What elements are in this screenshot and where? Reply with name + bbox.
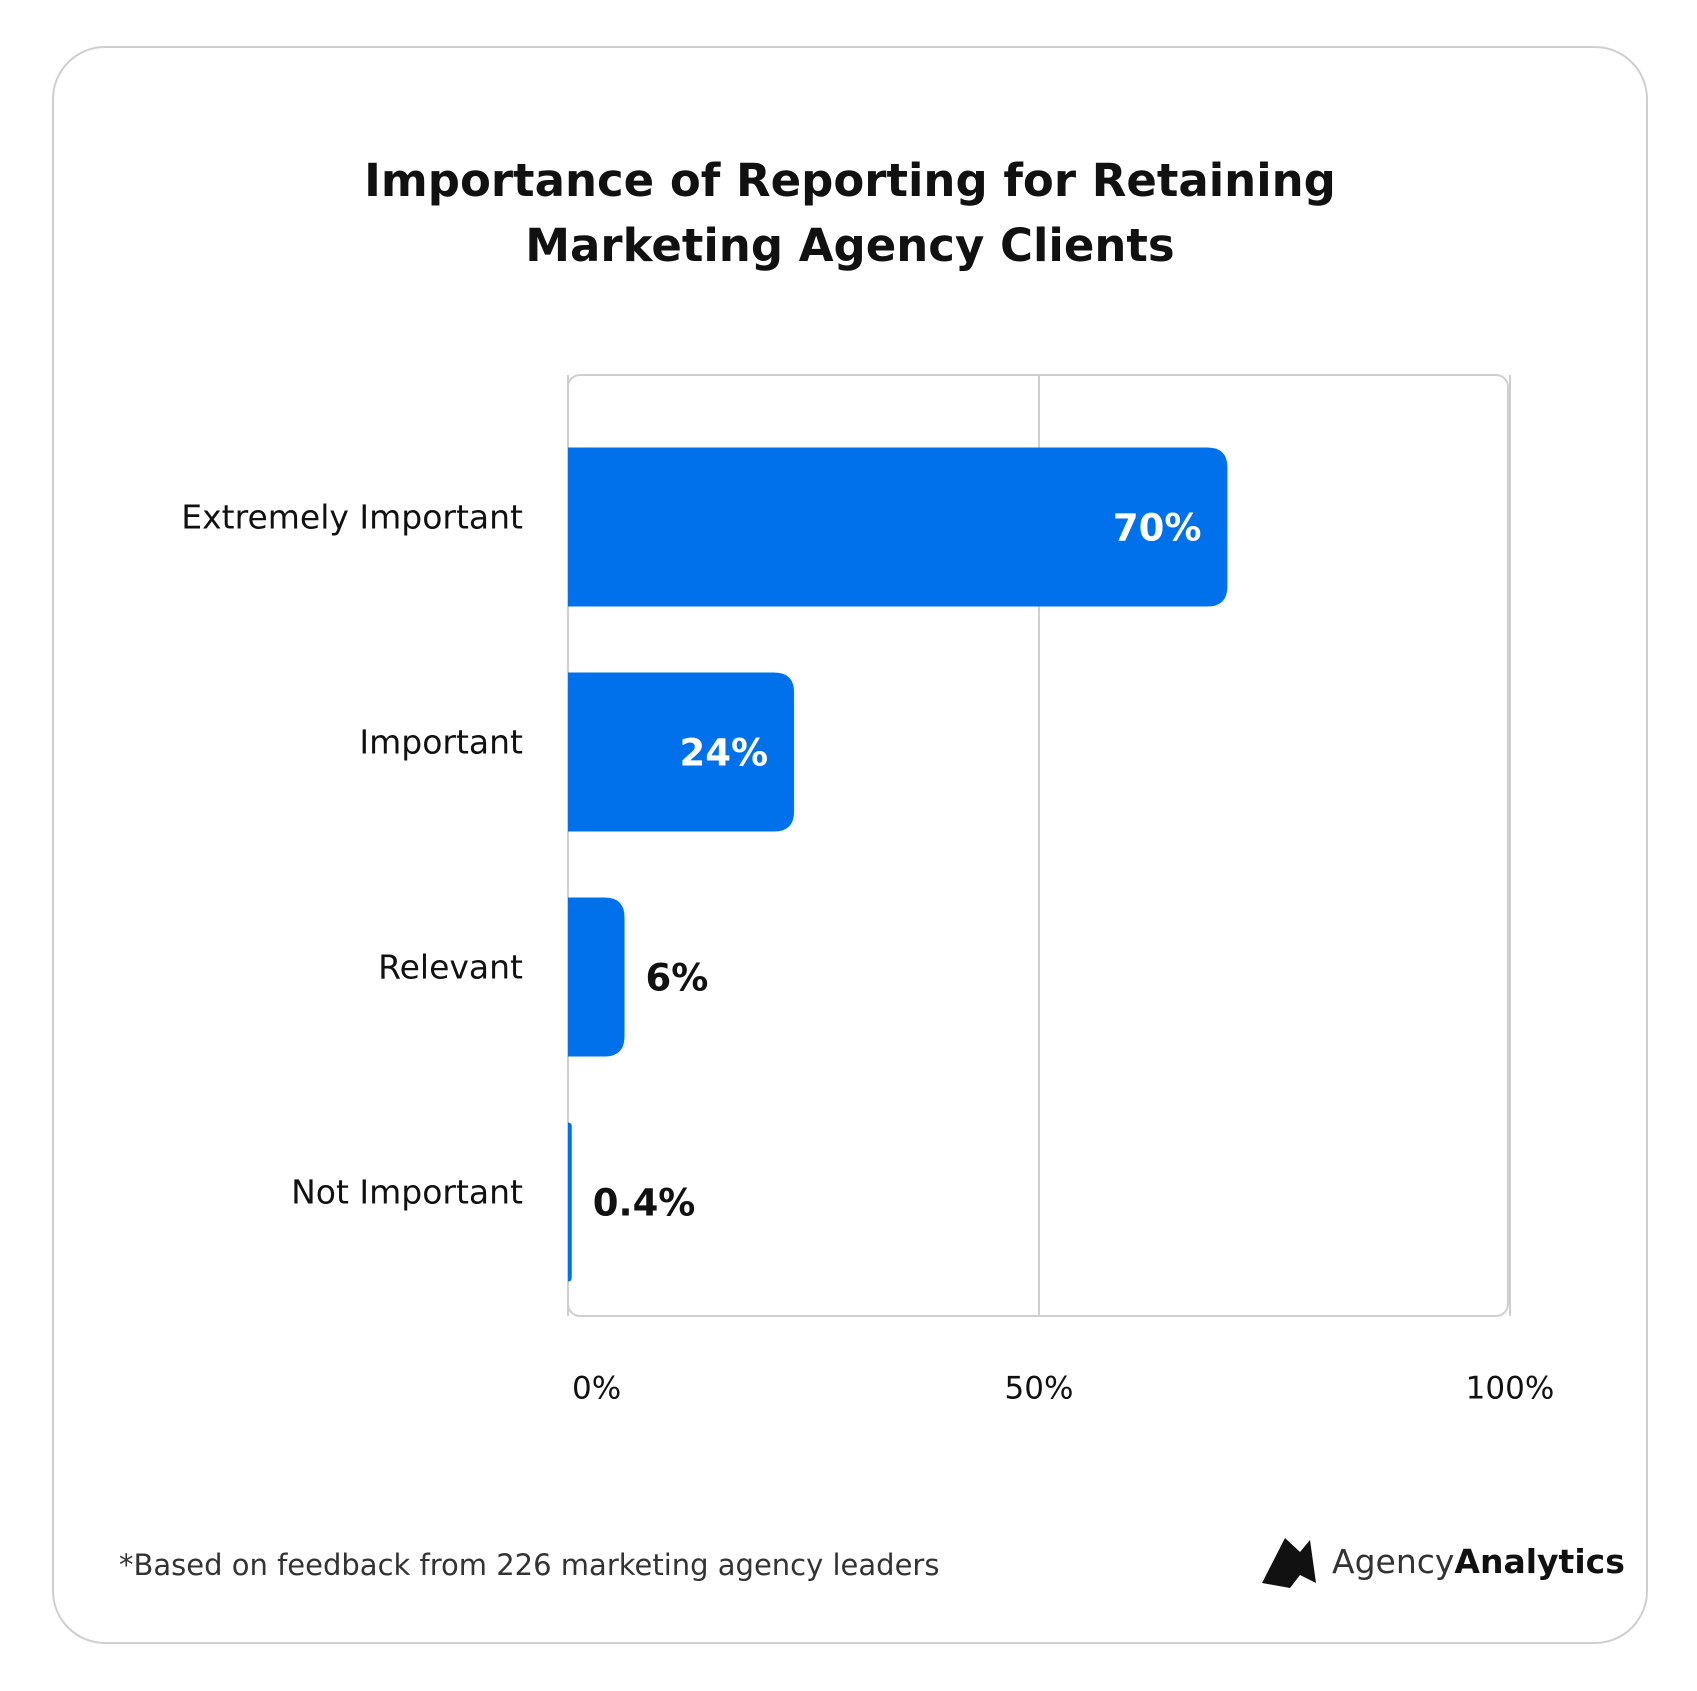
- value-label: 24%: [680, 732, 769, 775]
- x-tick-label: 50%: [1005, 1371, 1074, 1407]
- x-tick-label: 100%: [1466, 1371, 1555, 1407]
- chart-title: Importance of Reporting for Retaining: [364, 154, 1336, 207]
- value-label: 70%: [1113, 507, 1202, 550]
- bar: [568, 1122, 572, 1282]
- y-tick-label: Important: [359, 723, 523, 762]
- logo-icon: [1262, 1538, 1316, 1588]
- x-tick-label: 0%: [572, 1371, 621, 1407]
- y-tick-label: Relevant: [378, 948, 523, 987]
- value-label: 6%: [646, 957, 709, 1000]
- y-tick-label: Not Important: [291, 1173, 523, 1212]
- brand-logo: AgencyAnalytics: [1262, 1538, 1625, 1588]
- bar: [568, 447, 1228, 607]
- brand-name: AgencyAnalytics: [1332, 1542, 1625, 1581]
- value-label: 0.4%: [593, 1182, 696, 1225]
- bar: [568, 672, 795, 832]
- y-tick-label: Extremely Important: [181, 498, 523, 537]
- chart-title: Marketing Agency Clients: [525, 219, 1174, 272]
- card: [52, 46, 1648, 1644]
- brand-part: Agency: [1332, 1542, 1454, 1581]
- footnote: *Based on feedback from 226 marketing ag…: [119, 1548, 939, 1582]
- brand-part: Analytics: [1454, 1542, 1624, 1581]
- bar: [568, 897, 625, 1057]
